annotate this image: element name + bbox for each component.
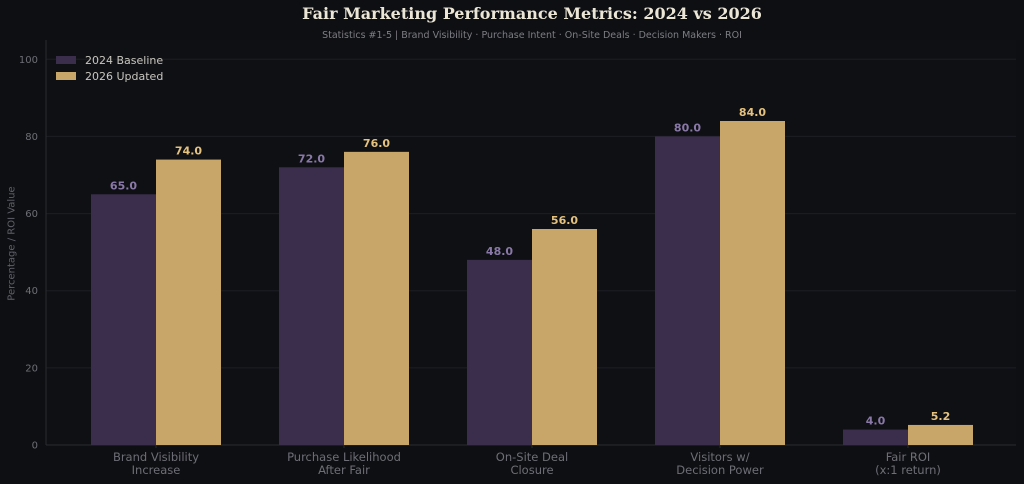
data-label-baseline: 48.0 — [486, 245, 513, 258]
bar-updated — [720, 121, 785, 445]
data-label-updated: 56.0 — [551, 214, 578, 227]
legend-item-updated: 2026 Updated — [56, 68, 163, 84]
y-tick-label: 100 — [19, 55, 38, 66]
legend-item-baseline: 2024 Baseline — [56, 52, 163, 68]
data-label-baseline: 72.0 — [298, 152, 325, 165]
bar-baseline — [467, 259, 532, 445]
legend-swatch-baseline — [56, 56, 76, 64]
bar-baseline — [655, 136, 720, 445]
data-label-baseline: 4.0 — [866, 415, 886, 428]
data-label-updated: 84.0 — [739, 106, 766, 119]
y-tick-label: 20 — [25, 363, 38, 374]
chart-title: Fair Marketing Performance Metrics: 2024… — [302, 4, 762, 23]
data-label-baseline: 80.0 — [674, 121, 701, 134]
x-tick-label: Purchase Likelihood — [287, 450, 401, 464]
data-label-baseline: 65.0 — [110, 179, 137, 192]
legend-label-updated: 2026 Updated — [85, 69, 164, 83]
bar-updated — [344, 151, 409, 445]
x-tick-label: Visitors w/ — [690, 450, 749, 464]
bar-updated — [908, 424, 973, 445]
bar-updated — [156, 159, 221, 446]
x-tick-label: Brand Visibility — [113, 450, 199, 464]
x-tick-label: Closure — [510, 463, 553, 477]
legend-swatch-updated — [56, 72, 76, 80]
x-tick-label: After Fair — [318, 463, 370, 477]
x-tick-label: Increase — [132, 463, 181, 477]
x-tick-label: Fair ROI — [886, 450, 931, 464]
bar-baseline — [279, 167, 344, 446]
data-label-updated: 74.0 — [175, 145, 202, 158]
x-tick-label: (x:1 return) — [875, 463, 941, 477]
chart-subtitle: Statistics #1-5 | Brand Visibility · Pur… — [322, 30, 742, 41]
data-label-updated: 76.0 — [363, 137, 390, 150]
legend-label-baseline: 2024 Baseline — [85, 53, 164, 67]
legend: 2024 Baseline 2026 Updated — [50, 48, 169, 88]
y-tick-label: 40 — [25, 286, 38, 297]
y-tick-label: 80 — [25, 132, 38, 143]
y-tick-label: 60 — [25, 209, 38, 220]
data-label-updated: 5.2 — [931, 410, 951, 423]
x-tick-label: Decision Power — [676, 463, 764, 477]
y-tick-label: 0 — [32, 441, 38, 452]
bar-baseline — [91, 194, 156, 445]
bar-baseline — [843, 429, 908, 445]
y-axis-title: Percentage / ROI Value — [6, 186, 18, 301]
bar-updated — [532, 229, 597, 445]
x-tick-label: On-Site Deal — [496, 450, 568, 464]
